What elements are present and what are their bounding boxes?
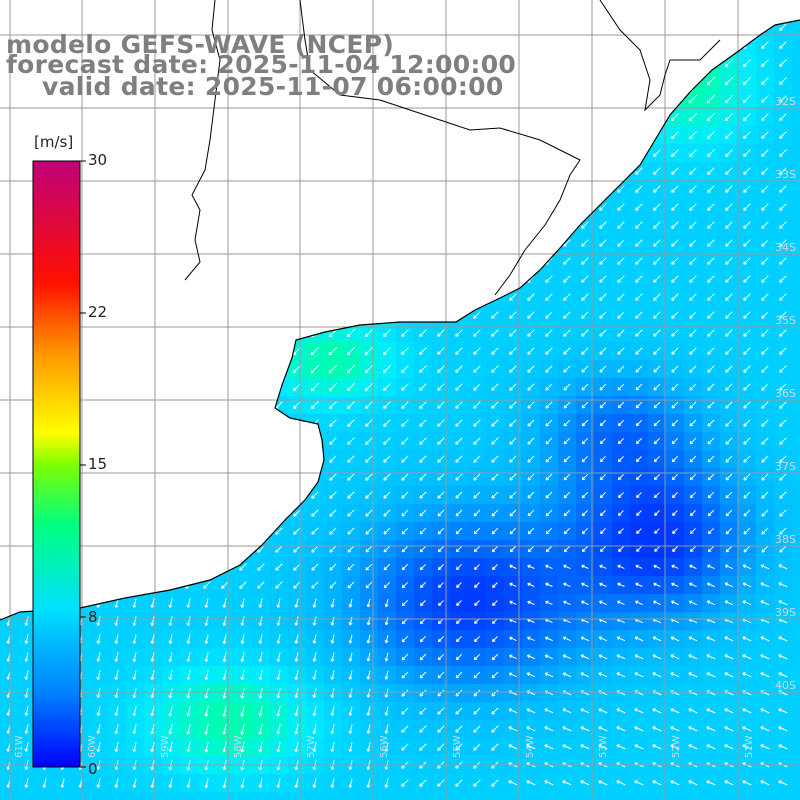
lon-label: 57W [306,735,317,758]
lon-label: 53W [598,735,609,758]
lat-label: 38S [775,533,796,546]
lon-label: 55W [452,735,463,758]
lon-label: 56W [379,735,390,758]
lat-label: 35S [775,314,796,327]
river-border [184,0,721,296]
coastline [0,19,800,621]
lon-label: 52W [671,735,682,758]
valid-date: valid date: 2025-11-07 06:00:00 [42,72,504,101]
lon-label: 51W [744,735,755,758]
lon-label: 58W [233,735,244,758]
lat-label: 36S [775,387,796,400]
lon-label: 54W [525,735,536,758]
lat-label: 33S [775,168,796,181]
lat-label: 39S [775,606,796,619]
lon-label: 59W [160,735,171,758]
colorbar-tick-15: 15 [88,455,108,473]
lat-label: 32S [775,95,796,108]
model-title: modelo GEFS-WAVE (NCEP) [6,30,395,59]
colorbar-unit: [m/s] [34,133,74,151]
lon-label: 61W [14,735,25,758]
forecast-date: forecast date: 2025-11-04 12:00:00 [6,50,517,79]
colorbar [32,160,81,768]
colorbar-tick-8: 8 [88,608,98,626]
lat-label: 34S [775,241,796,254]
lat-label: 40S [775,679,796,692]
lat-label: 37S [775,460,796,473]
lon-label: 60W [87,735,98,758]
colorbar-tick-0: 0 [88,760,98,778]
colorbar-tick-30: 30 [88,151,108,169]
colorbar-tick-22: 22 [88,303,108,321]
